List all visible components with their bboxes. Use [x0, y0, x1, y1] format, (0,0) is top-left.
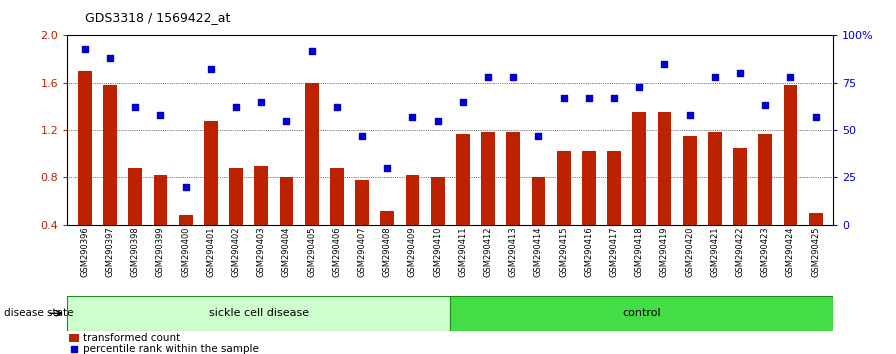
Point: [481, 74, 495, 80]
Text: percentile rank within the sample: percentile rank within the sample: [83, 344, 259, 354]
Point: [632, 84, 646, 89]
Point: [456, 99, 470, 104]
Bar: [78, 71, 91, 225]
Bar: [305, 83, 319, 225]
Point: [783, 74, 797, 80]
Point: [178, 184, 193, 190]
Bar: [708, 132, 722, 225]
Bar: [103, 85, 117, 225]
Point: [153, 112, 168, 118]
Point: [758, 103, 772, 108]
Bar: [153, 175, 168, 225]
Point: [405, 114, 419, 120]
Bar: [431, 177, 444, 225]
Bar: [531, 177, 546, 225]
Bar: [128, 168, 142, 225]
Bar: [809, 213, 823, 225]
Point: [430, 118, 444, 124]
Point: [708, 74, 722, 80]
Bar: [506, 132, 521, 225]
Text: control: control: [623, 308, 661, 318]
Point: [203, 67, 218, 72]
Bar: [380, 211, 394, 225]
Bar: [280, 177, 293, 225]
Point: [280, 118, 294, 124]
Bar: [633, 112, 646, 225]
FancyBboxPatch shape: [67, 296, 450, 331]
Point: [103, 55, 117, 61]
Point: [128, 104, 142, 110]
Point: [808, 114, 823, 120]
Bar: [229, 168, 243, 225]
Point: [78, 46, 92, 51]
Point: [556, 95, 571, 101]
Bar: [733, 148, 747, 225]
Point: [305, 48, 319, 53]
Bar: [783, 85, 797, 225]
Bar: [204, 121, 218, 225]
Point: [254, 99, 269, 104]
Point: [582, 95, 596, 101]
Text: GDS3318 / 1569422_at: GDS3318 / 1569422_at: [85, 11, 230, 24]
Bar: [330, 168, 344, 225]
Bar: [456, 134, 470, 225]
Point: [380, 165, 394, 171]
Text: sickle cell disease: sickle cell disease: [209, 308, 309, 318]
Bar: [481, 132, 495, 225]
Bar: [178, 215, 193, 225]
Point: [531, 133, 546, 139]
Point: [228, 104, 243, 110]
Point: [733, 70, 747, 76]
Bar: [406, 175, 419, 225]
Bar: [658, 112, 671, 225]
Point: [683, 112, 697, 118]
Bar: [758, 134, 772, 225]
Point: [330, 104, 344, 110]
Bar: [607, 152, 621, 225]
Bar: [683, 136, 696, 225]
Bar: [254, 166, 268, 225]
Bar: [355, 180, 369, 225]
Text: disease state: disease state: [4, 308, 74, 318]
Point: [607, 95, 621, 101]
Bar: [582, 152, 596, 225]
Point: [67, 347, 82, 352]
Text: transformed count: transformed count: [83, 333, 180, 343]
Point: [658, 61, 672, 67]
Point: [355, 133, 369, 139]
Point: [506, 74, 521, 80]
FancyBboxPatch shape: [450, 296, 833, 331]
Bar: [556, 152, 571, 225]
Bar: [69, 335, 79, 342]
